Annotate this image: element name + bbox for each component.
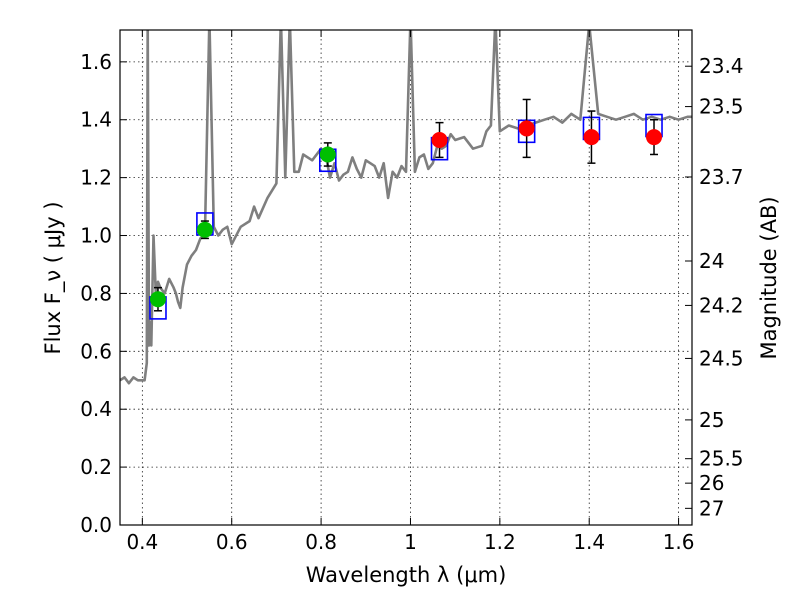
y2-tick-label: 23.7 bbox=[699, 165, 744, 189]
spectrum-line bbox=[120, 30, 692, 385]
x-axis-title: Wavelength λ (μm) bbox=[306, 563, 507, 587]
observed-flux-point bbox=[583, 129, 600, 146]
y-tick-label: 0.0 bbox=[80, 513, 112, 537]
observed-flux-point bbox=[196, 221, 213, 238]
y2-tick-label: 24.5 bbox=[699, 346, 744, 370]
y-tick-label: 1.6 bbox=[80, 50, 112, 74]
x-tick-label: 1.6 bbox=[663, 530, 695, 554]
y-tick-label: 0.2 bbox=[80, 455, 112, 479]
observed-flux-point bbox=[149, 291, 166, 308]
x-tick-label: 0.6 bbox=[216, 530, 248, 554]
x-tick-label: 0.8 bbox=[305, 530, 337, 554]
photometry-markers bbox=[149, 98, 663, 320]
x-tick-label: 0.4 bbox=[126, 530, 158, 554]
x-tick-label: 1 bbox=[404, 530, 417, 554]
y-tick-label: 0.8 bbox=[80, 281, 112, 305]
y2-tick-label: 24.2 bbox=[699, 293, 744, 317]
model-spectrum-line bbox=[120, 30, 692, 385]
y2-tick-label: 23.5 bbox=[699, 95, 744, 119]
y2-tick-label: 26 bbox=[699, 471, 724, 495]
y2-tick-label: 24 bbox=[699, 249, 724, 273]
plot-frame bbox=[119, 29, 693, 526]
observed-flux-point bbox=[646, 129, 663, 146]
y-axis-title: Flux F_ν ( μJy ) bbox=[41, 201, 66, 354]
grid-lines bbox=[120, 30, 692, 526]
y-tick-label: 0.4 bbox=[80, 397, 112, 421]
x-tick-label: 1.2 bbox=[484, 530, 516, 554]
observed-flux-point bbox=[518, 120, 535, 137]
y2-tick-label: 23.4 bbox=[699, 54, 744, 78]
y-tick-label: 1.2 bbox=[80, 166, 112, 190]
y-tick-label: 0.6 bbox=[80, 339, 112, 363]
y-tick-label: 1.4 bbox=[80, 108, 112, 132]
x-tick-label: 1.4 bbox=[573, 530, 605, 554]
y-tick-label: 1.0 bbox=[80, 224, 112, 248]
y2-tick-label: 25.5 bbox=[699, 447, 744, 471]
y2-tick-label: 25 bbox=[699, 408, 724, 432]
y2-axis-title: Magnitude (AB) bbox=[757, 196, 781, 359]
observed-flux-point bbox=[319, 146, 336, 163]
y2-tick-label: 27 bbox=[699, 496, 724, 520]
axis-ticks: 0.4 0.6 0.8 1 1.2 1.4 1.6 0.0 0.2 0.4 0.6 0.8 1.0 1.2… bbox=[80, 30, 744, 554]
observed-flux-point bbox=[431, 132, 448, 148]
